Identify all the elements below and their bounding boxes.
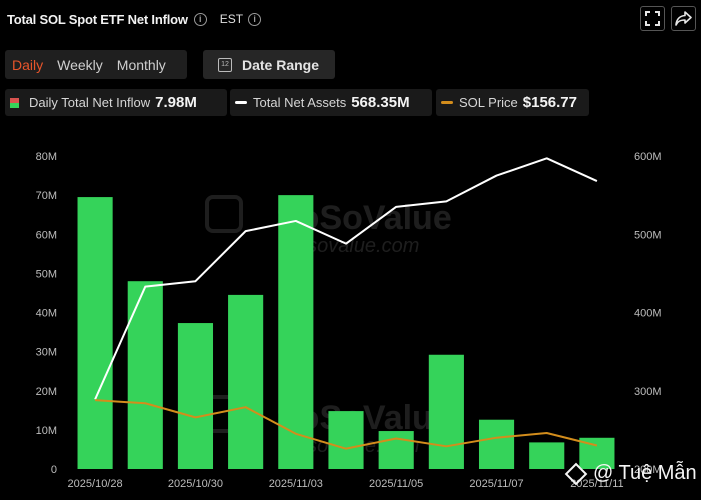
legend-value: 568.35M bbox=[351, 94, 410, 111]
user-watermark-text: @ Tuệ Mẫn bbox=[593, 462, 697, 484]
x-tick-label: 2025/11/11 bbox=[570, 478, 623, 490]
left-tick-label: 0 bbox=[51, 464, 57, 476]
left-tick-label: 60M bbox=[36, 229, 57, 241]
tab-weekly[interactable]: Weekly bbox=[57, 56, 103, 73]
legend-label: Daily Total Net Inflow bbox=[29, 95, 151, 110]
inflow-bar[interactable] bbox=[478, 419, 515, 469]
left-tick-label: 40M bbox=[36, 308, 57, 320]
fullscreen-icon bbox=[645, 11, 660, 26]
legend-net-inflow[interactable]: Daily Total Net Inflow 7.98M bbox=[5, 89, 227, 116]
date-range-label: Date Range bbox=[242, 56, 320, 73]
user-watermark: @ Tuệ Mẫn bbox=[564, 462, 697, 485]
fullscreen-button[interactable] bbox=[640, 6, 665, 31]
right-tick-label: 300M bbox=[634, 386, 662, 398]
watermark-top: SoSoValue sosovalue.com bbox=[205, 195, 452, 257]
legend-value: $156.77 bbox=[522, 94, 577, 111]
legend-value: 7.98M bbox=[155, 94, 197, 111]
white-line-icon bbox=[235, 101, 247, 104]
left-tick-label: 70M bbox=[36, 190, 57, 202]
inflow-bar[interactable] bbox=[278, 195, 314, 469]
right-tick-label: 400M bbox=[634, 308, 662, 320]
bar-series bbox=[77, 195, 615, 470]
x-axis: 2025/10/28 2025/10/30 2025/11/03 2025/11/05… bbox=[68, 478, 624, 490]
x-tick-label: 2025/11/03 bbox=[269, 478, 323, 490]
watermark-domain: sosovalue.com bbox=[286, 235, 419, 257]
legend-label: Total Net Assets bbox=[253, 95, 347, 110]
timezone-label: EST bbox=[219, 12, 244, 26]
share-icon bbox=[675, 11, 692, 26]
left-axis: 0 10M 20M 30M 40M 50M 60M 70M 80M bbox=[36, 151, 57, 476]
inflow-bar[interactable] bbox=[529, 442, 565, 469]
red-green-bar-icon bbox=[10, 97, 19, 108]
line-series bbox=[94, 157, 598, 450]
calendar-icon: 12 bbox=[218, 57, 232, 72]
title-row: Total SOL Spot ETF Net Inflow i EST i bbox=[7, 9, 262, 29]
sosovalue-logo-icon bbox=[205, 195, 243, 233]
date-range-button[interactable]: 12 Date Range bbox=[203, 50, 335, 79]
inflow-bar[interactable] bbox=[428, 354, 464, 469]
left-tick-label: 10M bbox=[36, 425, 57, 437]
inflow-bar[interactable] bbox=[228, 294, 264, 469]
left-tick-label: 30M bbox=[36, 347, 57, 359]
diamond-icon bbox=[564, 462, 588, 485]
legend-total-net-assets[interactable]: Total Net Assets 568.35M bbox=[230, 89, 432, 116]
left-tick-label: 50M bbox=[36, 268, 57, 280]
right-tick-label: 200M bbox=[634, 464, 662, 476]
left-tick-label: 80M bbox=[36, 151, 57, 163]
x-tick-label: 2025/10/28 bbox=[68, 478, 123, 490]
inflow-bar[interactable] bbox=[77, 197, 113, 470]
left-tick-label: 20M bbox=[36, 386, 57, 398]
chart-title: Total SOL Spot ETF Net Inflow bbox=[7, 11, 188, 27]
sol-price-line[interactable] bbox=[95, 399, 598, 450]
right-tick-label: 500M bbox=[634, 229, 662, 241]
tab-monthly[interactable]: Monthly bbox=[116, 56, 166, 73]
legend-label: SOL Price bbox=[459, 95, 518, 110]
legend-sol-price[interactable]: SOL Price $156.77 bbox=[436, 89, 589, 116]
info-icon[interactable]: i bbox=[248, 12, 262, 26]
orange-line-icon bbox=[441, 101, 453, 104]
inflow-bar[interactable] bbox=[328, 411, 364, 469]
inflow-bar[interactable] bbox=[177, 323, 214, 469]
tab-daily[interactable]: Daily bbox=[12, 56, 44, 73]
inflow-bar[interactable] bbox=[378, 431, 414, 469]
x-tick-label: 2025/10/30 bbox=[168, 478, 223, 490]
right-axis: 200M 300M 400M 500M 600M bbox=[634, 151, 662, 476]
x-tick-label: 2025/11/05 bbox=[369, 478, 423, 490]
right-tick-label: 600M bbox=[634, 151, 662, 163]
x-tick-label: 2025/11/07 bbox=[469, 478, 523, 490]
total-net-assets-line[interactable] bbox=[94, 157, 598, 400]
period-selector: Daily Weekly Monthly bbox=[5, 50, 187, 79]
info-icon[interactable]: i bbox=[193, 12, 207, 26]
inflow-bar[interactable] bbox=[127, 281, 163, 469]
share-button[interactable] bbox=[671, 6, 696, 31]
